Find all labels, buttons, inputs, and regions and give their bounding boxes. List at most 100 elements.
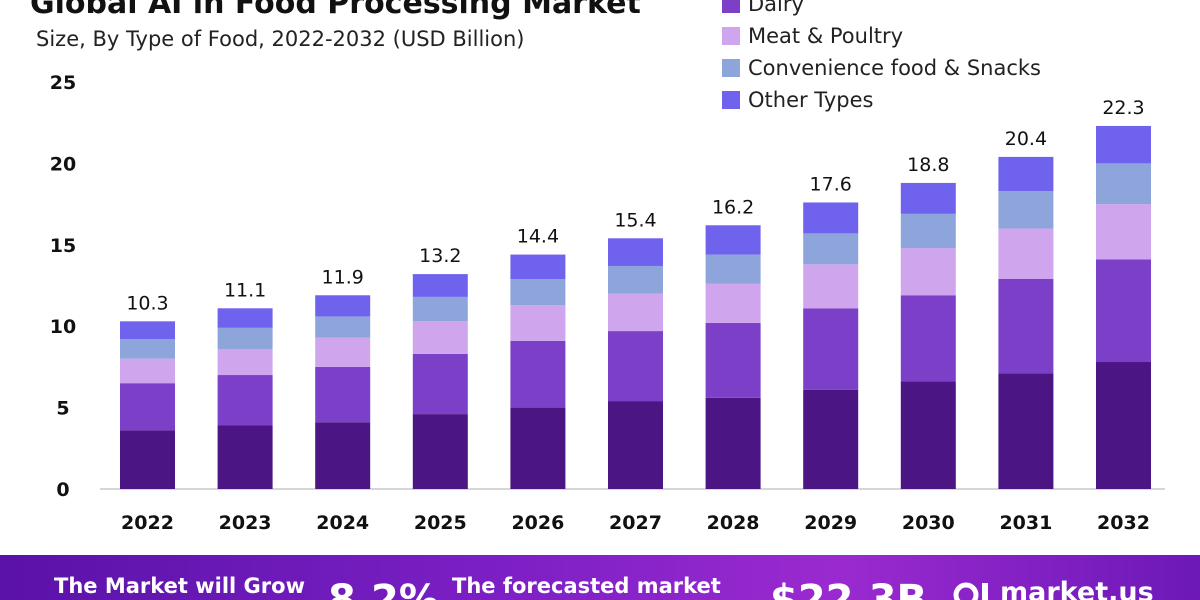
legend-item-other-types: Other Types <box>722 88 873 112</box>
bar-segment-2027-1 <box>608 331 663 402</box>
x-tick-label: 2029 <box>804 512 857 534</box>
legend-swatch-convenience <box>722 59 740 77</box>
chart-title: Global AI in Food Processing Market <box>30 0 641 21</box>
x-tick-label: 2024 <box>316 512 369 534</box>
bar-segment-2029-2 <box>803 264 859 309</box>
bar-segment-2032-4 <box>1096 125 1151 164</box>
bar-segment-2025-2 <box>412 321 468 354</box>
bar-segment-2028-3 <box>705 254 761 284</box>
bar-total-label: 11.9 <box>322 266 364 288</box>
bar-segment-2023-4 <box>217 308 273 328</box>
bar-segment-2024-1 <box>315 366 371 423</box>
bar-total-label: 17.6 <box>810 173 852 195</box>
legend-swatch-meat-poultry <box>722 27 740 45</box>
bar-segment-2030-2 <box>900 248 956 296</box>
bar-segment-2027-4 <box>608 238 663 266</box>
bar-total-label: 15.4 <box>614 209 656 231</box>
bar-segment-2022-0 <box>120 430 175 489</box>
bar-segment-2025-0 <box>412 414 468 489</box>
x-tick-label: 2030 <box>902 512 955 534</box>
y-tick-label: 5 <box>56 398 69 420</box>
bar-segment-2028-0 <box>705 397 761 489</box>
bar-segment-2024-4 <box>315 295 371 317</box>
footer-banner: The Market will Grow 8.2% The forecasted… <box>0 555 1200 600</box>
bar-segment-2024-0 <box>315 422 371 489</box>
bar-segment-2022-2 <box>120 358 175 384</box>
bar-segment-2025-1 <box>412 353 468 415</box>
y-tick-label: 0 <box>56 479 69 501</box>
legend-swatch-dairy <box>722 0 740 13</box>
bar-segment-2031-4 <box>998 156 1054 192</box>
bar-segment-2029-3 <box>803 233 859 265</box>
bar-segment-2023-3 <box>217 327 273 349</box>
y-tick-label: 15 <box>50 235 76 257</box>
x-tick-label: 2027 <box>609 512 662 534</box>
footer-forecast-text: The forecasted market <box>452 574 721 598</box>
bar-total-label: 22.3 <box>1102 97 1144 119</box>
bar-segment-2022-1 <box>120 383 175 431</box>
y-tick-label: 20 <box>50 153 76 175</box>
x-tick-label: 2028 <box>707 512 760 534</box>
bar-segment-2026-3 <box>510 278 566 306</box>
bar-segment-2032-1 <box>1096 259 1151 363</box>
bar-segment-2026-0 <box>510 407 566 489</box>
bar-total-label: 11.1 <box>224 279 266 301</box>
bar-segment-2031-1 <box>998 278 1054 374</box>
bar-total-label: 14.4 <box>517 226 559 248</box>
bar-segment-2031-0 <box>998 373 1054 489</box>
bar-segment-2026-4 <box>510 254 566 279</box>
footer-brand: market.us <box>1000 577 1154 600</box>
bar-segment-2028-1 <box>705 322 761 398</box>
bar-segment-2028-4 <box>705 225 761 255</box>
bar-segment-2031-2 <box>998 228 1054 279</box>
bar-segment-2027-2 <box>608 293 663 332</box>
legend-label-convenience: Convenience food & Snacks <box>748 56 1041 80</box>
footer-grow-text: The Market will Grow <box>54 574 305 598</box>
bar-segment-2023-1 <box>217 375 273 426</box>
bar-segment-2030-1 <box>900 295 956 382</box>
bar-total-label: 13.2 <box>419 245 461 267</box>
bar-segment-2029-4 <box>803 202 859 234</box>
stacked-bar-chart: 051015202510.3202211.1202311.9202413.220… <box>50 72 1165 534</box>
bar-segment-2027-3 <box>608 265 663 294</box>
footer-forecast-value: $22.3B <box>770 577 928 600</box>
bar-total-label: 18.8 <box>907 154 949 176</box>
x-tick-label: 2032 <box>1097 512 1150 534</box>
market-us-logo-icon <box>953 582 988 600</box>
y-tick-label: 10 <box>50 316 76 338</box>
bar-segment-2024-3 <box>315 316 371 338</box>
bar-segment-2032-2 <box>1096 204 1151 260</box>
x-tick-label: 2026 <box>511 512 564 534</box>
bar-segment-2032-0 <box>1096 362 1151 489</box>
chart-header: Global AI in Food Processing Market Size… <box>0 0 1200 60</box>
x-tick-label: 2025 <box>414 512 467 534</box>
bar-total-label: 10.3 <box>126 292 168 314</box>
bar-segment-2030-4 <box>900 182 956 214</box>
bar-segment-2026-1 <box>510 340 566 408</box>
y-tick-label: 25 <box>50 72 76 94</box>
x-tick-label: 2022 <box>121 512 174 534</box>
bar-total-label: 16.2 <box>712 196 754 218</box>
legend-item-convenience: Convenience food & Snacks <box>722 56 1041 80</box>
bar-total-label: 20.4 <box>1005 128 1047 150</box>
bar-segment-2031-3 <box>998 191 1054 229</box>
bar-segment-2027-0 <box>608 401 663 489</box>
x-tick-label: 2031 <box>999 512 1052 534</box>
legend-label-other-types: Other Types <box>748 88 874 112</box>
legend-label-meat-poultry: Meat & Poultry <box>748 24 904 48</box>
bar-segment-2026-2 <box>510 305 566 341</box>
bar-segment-2032-3 <box>1096 163 1151 205</box>
bar-segment-2022-3 <box>120 339 175 359</box>
bar-segment-2023-0 <box>217 425 273 489</box>
legend-label-dairy: Dairy <box>748 0 804 16</box>
bar-segment-2025-3 <box>412 296 468 322</box>
bar-segment-2025-4 <box>412 274 468 297</box>
bar-segment-2024-2 <box>315 337 371 367</box>
bar-segment-2029-0 <box>803 389 859 489</box>
legend-swatch-other-types <box>722 91 740 109</box>
x-tick-label: 2023 <box>219 512 272 534</box>
bar-segment-2030-0 <box>900 381 956 489</box>
bar-segment-2029-1 <box>803 308 859 390</box>
legend-item-meat-poultry: Meat & Poultry <box>722 24 903 48</box>
bar-segment-2028-2 <box>705 283 761 323</box>
